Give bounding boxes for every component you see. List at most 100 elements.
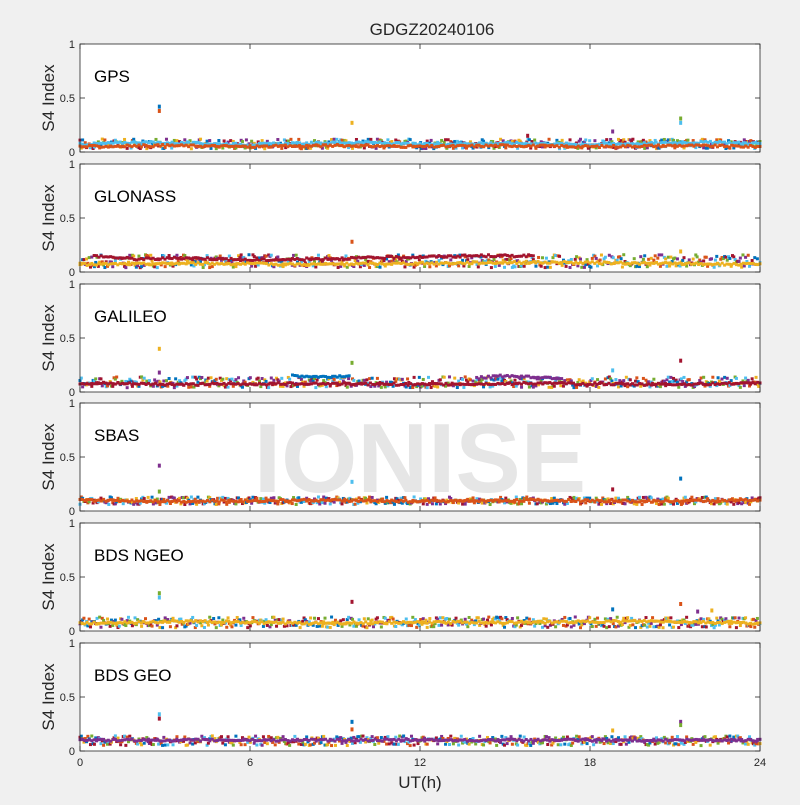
data-point bbox=[493, 258, 496, 261]
data-point bbox=[525, 617, 528, 620]
spike-point bbox=[158, 490, 161, 494]
data-point bbox=[616, 616, 619, 619]
data-point bbox=[579, 138, 582, 141]
data-point bbox=[85, 257, 88, 260]
data-point bbox=[221, 742, 224, 745]
data-point bbox=[346, 744, 349, 747]
data-point bbox=[456, 386, 459, 389]
data-point bbox=[358, 618, 361, 621]
data-point bbox=[533, 139, 536, 142]
data-point bbox=[317, 254, 320, 257]
data-point bbox=[255, 744, 258, 747]
data-point bbox=[250, 140, 253, 143]
data-point bbox=[272, 379, 275, 382]
data-point bbox=[168, 377, 171, 380]
spike-point bbox=[696, 610, 699, 614]
data-point bbox=[220, 735, 223, 738]
data-point bbox=[559, 384, 562, 387]
data-point bbox=[203, 626, 206, 629]
data-point bbox=[700, 376, 703, 379]
data-point bbox=[210, 376, 213, 379]
data-point bbox=[183, 138, 186, 141]
data-point bbox=[591, 625, 594, 628]
data-point bbox=[728, 625, 731, 628]
data-point bbox=[638, 496, 641, 499]
data-point bbox=[747, 254, 750, 257]
data-point bbox=[221, 496, 224, 499]
data-point bbox=[152, 743, 155, 746]
data-point bbox=[468, 616, 471, 619]
data-point bbox=[608, 254, 611, 257]
y-tick-label: 0 bbox=[69, 506, 75, 518]
data-point bbox=[487, 616, 490, 619]
data-point bbox=[223, 139, 226, 142]
data-point bbox=[591, 377, 594, 380]
data-point bbox=[335, 138, 338, 141]
data-point bbox=[688, 378, 691, 381]
spike-point bbox=[611, 487, 614, 491]
data-point bbox=[533, 625, 536, 628]
data-point bbox=[652, 625, 655, 628]
data-point bbox=[149, 254, 152, 257]
data-point bbox=[570, 625, 573, 628]
data-point bbox=[570, 258, 573, 261]
data-point bbox=[496, 378, 499, 381]
data-point bbox=[103, 138, 106, 141]
data-point bbox=[373, 743, 376, 746]
data-point bbox=[276, 736, 279, 739]
data-point bbox=[662, 626, 665, 629]
data-point bbox=[280, 147, 283, 150]
data-point bbox=[633, 257, 636, 260]
spike-point bbox=[158, 109, 161, 113]
data-point bbox=[671, 380, 674, 383]
data-point bbox=[629, 624, 632, 627]
data-point bbox=[575, 386, 578, 389]
data-point bbox=[622, 253, 625, 256]
panel-label: BDS NGEO bbox=[94, 546, 184, 565]
data-point bbox=[140, 265, 143, 268]
data-point bbox=[363, 617, 366, 620]
data-point bbox=[439, 616, 442, 619]
data-point bbox=[422, 617, 425, 620]
data-point bbox=[541, 626, 544, 629]
figure-title: GDGZ20240106 bbox=[370, 20, 495, 39]
data-point bbox=[658, 253, 661, 256]
spike-point bbox=[158, 464, 161, 468]
data-point bbox=[617, 385, 620, 388]
data-point bbox=[103, 266, 106, 269]
data-point bbox=[151, 625, 154, 628]
data-point bbox=[207, 377, 210, 380]
data-point bbox=[756, 257, 759, 260]
data-point bbox=[267, 386, 270, 389]
data-point bbox=[741, 253, 744, 256]
data-point bbox=[333, 378, 336, 381]
data-point bbox=[322, 735, 325, 738]
data-point bbox=[244, 743, 247, 746]
data-point bbox=[406, 377, 409, 380]
data-point bbox=[700, 617, 703, 620]
data-point bbox=[624, 502, 627, 505]
data-point bbox=[248, 736, 251, 739]
data-point bbox=[122, 502, 125, 505]
data-point bbox=[344, 254, 347, 257]
data-point bbox=[513, 265, 516, 268]
data-point bbox=[726, 503, 729, 506]
data-point bbox=[245, 138, 248, 141]
data-point bbox=[562, 624, 565, 627]
data-point bbox=[622, 379, 625, 382]
data-point bbox=[352, 625, 355, 628]
data-point bbox=[330, 616, 333, 619]
data-point bbox=[230, 625, 233, 628]
data-point bbox=[648, 625, 651, 628]
plot-area bbox=[80, 643, 760, 751]
data-point bbox=[276, 256, 279, 259]
data-point bbox=[696, 255, 699, 258]
data-point bbox=[206, 380, 209, 383]
data-point bbox=[565, 265, 568, 268]
data-point bbox=[546, 626, 549, 629]
data-point bbox=[111, 265, 114, 268]
data-point bbox=[427, 376, 430, 379]
data-point bbox=[215, 626, 218, 629]
data-point bbox=[194, 741, 197, 744]
